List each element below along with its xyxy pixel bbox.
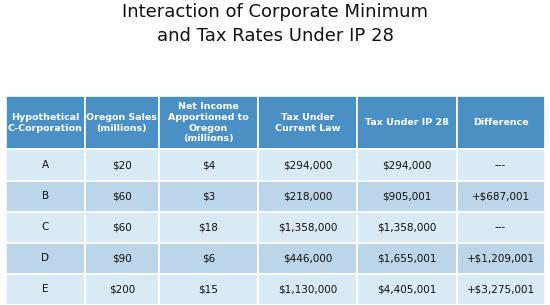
Text: $90: $90 (112, 253, 131, 263)
Bar (358, 96, 456, 149)
Bar (358, 212, 456, 243)
Bar (358, 243, 456, 274)
Text: $1,130,000: $1,130,000 (278, 285, 337, 294)
Text: $4: $4 (202, 160, 215, 170)
Bar (456, 96, 544, 149)
Bar (456, 243, 544, 274)
Text: Oregon Sales
(millions): Oregon Sales (millions) (86, 113, 157, 133)
Text: Tax Under
Current Law: Tax Under Current Law (275, 113, 340, 133)
Text: Interaction of Corporate Minimum
and Tax Rates Under IP 28: Interaction of Corporate Minimum and Tax… (122, 3, 428, 45)
Text: $446,000: $446,000 (283, 253, 332, 263)
Text: $4,405,001: $4,405,001 (377, 285, 437, 294)
Text: Net Income
Apportioned to
Oregon
(millions): Net Income Apportioned to Oregon (millio… (168, 102, 249, 143)
Text: $60: $60 (112, 191, 131, 201)
Bar (159, 274, 258, 305)
Text: +$1,209,001: +$1,209,001 (466, 253, 535, 263)
Bar (6, 274, 85, 305)
Bar (358, 149, 456, 181)
Bar (85, 243, 159, 274)
Bar (159, 243, 258, 274)
Text: $200: $200 (109, 285, 135, 294)
Text: E: E (42, 285, 48, 294)
Bar (258, 212, 358, 243)
Bar (258, 274, 358, 305)
Bar (6, 181, 85, 212)
Text: D: D (41, 253, 49, 263)
Bar (456, 274, 544, 305)
Bar (258, 181, 358, 212)
Bar (85, 181, 159, 212)
Bar (85, 96, 159, 149)
Text: Tax Under IP 28: Tax Under IP 28 (365, 118, 449, 127)
Bar (159, 149, 258, 181)
Bar (6, 149, 85, 181)
Text: Hypothetical
C-Corporation: Hypothetical C-Corporation (8, 113, 82, 133)
Text: $1,358,000: $1,358,000 (278, 222, 337, 232)
Bar (85, 274, 159, 305)
Text: $20: $20 (112, 160, 131, 170)
Bar (258, 149, 358, 181)
Bar (456, 212, 544, 243)
Text: $6: $6 (202, 253, 215, 263)
Bar (258, 243, 358, 274)
Bar (358, 181, 456, 212)
Bar (258, 96, 358, 149)
Text: +$3,275,001: +$3,275,001 (466, 285, 535, 294)
Text: $60: $60 (112, 222, 131, 232)
Bar (159, 96, 258, 149)
Text: $294,000: $294,000 (283, 160, 332, 170)
Bar (358, 274, 456, 305)
Text: ---: --- (495, 222, 506, 232)
Text: B: B (42, 191, 49, 201)
Text: $218,000: $218,000 (283, 191, 332, 201)
Bar (456, 181, 544, 212)
Text: C: C (42, 222, 49, 232)
Text: $1,655,001: $1,655,001 (377, 253, 437, 263)
Text: $294,000: $294,000 (382, 160, 432, 170)
Text: $18: $18 (199, 222, 218, 232)
Text: +$687,001: +$687,001 (471, 191, 530, 201)
Text: ---: --- (495, 160, 506, 170)
Text: $15: $15 (199, 285, 218, 294)
Bar (6, 243, 85, 274)
Text: $1,358,000: $1,358,000 (377, 222, 437, 232)
Text: $905,001: $905,001 (382, 191, 432, 201)
Text: $3: $3 (202, 191, 215, 201)
Bar (85, 212, 159, 243)
Bar (159, 181, 258, 212)
Bar (85, 149, 159, 181)
Bar (159, 212, 258, 243)
Bar (456, 149, 544, 181)
Bar (6, 96, 85, 149)
Text: A: A (42, 160, 49, 170)
Bar (6, 212, 85, 243)
Text: Difference: Difference (472, 118, 529, 127)
